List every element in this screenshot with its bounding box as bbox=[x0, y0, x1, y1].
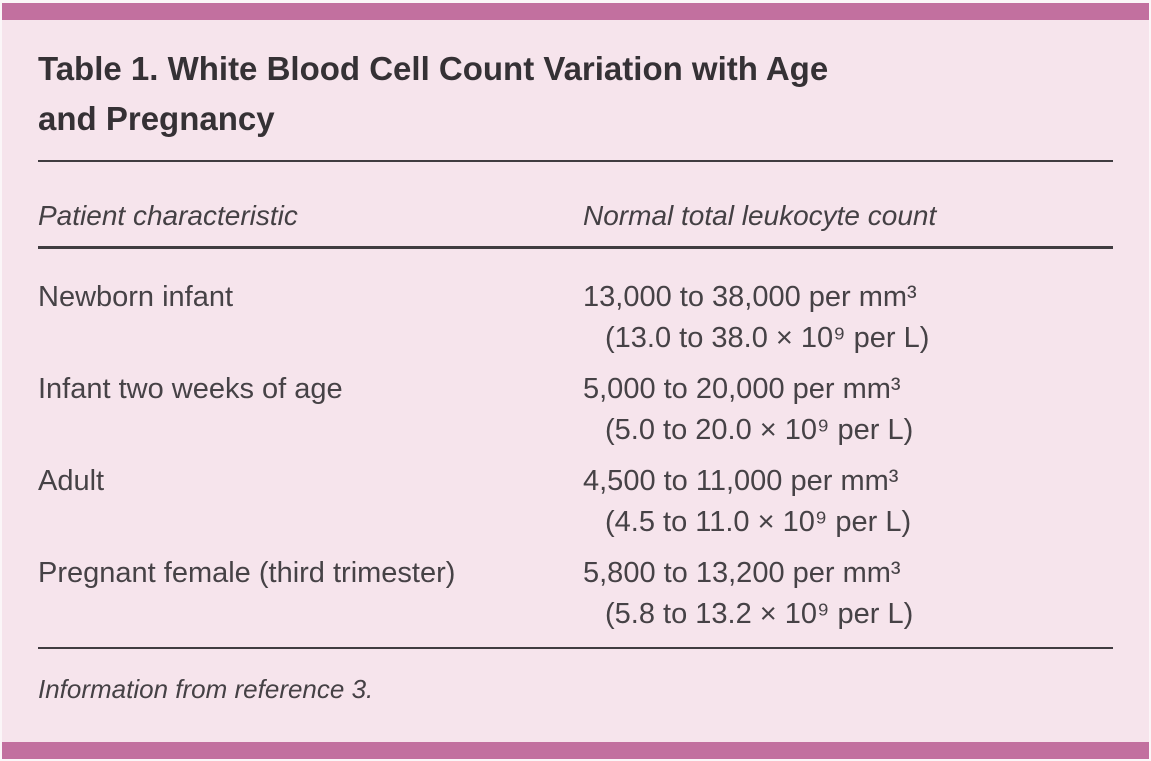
table-title-line1: Table 1. White Blood Cell Count Variatio… bbox=[38, 50, 829, 87]
top-accent-bar bbox=[2, 3, 1149, 20]
table-row-newborn-infant: Newborn infant 13,000 to 38,000 per mm³ … bbox=[38, 277, 1113, 359]
count-conventional: 4,500 to 11,000 per mm³ bbox=[583, 465, 899, 497]
count-conventional: 5,000 to 20,000 per mm³ bbox=[583, 373, 901, 405]
rule-below-title bbox=[38, 160, 1113, 162]
table-figure: Table 1. White Blood Cell Count Variatio… bbox=[38, 0, 1113, 705]
table-footnote: Information from reference 3. bbox=[38, 674, 374, 704]
table-title-line2: and Pregnancy bbox=[38, 100, 275, 137]
count-si: (4.5 to 11.0 × 10⁹ per L) bbox=[605, 506, 912, 538]
table-row-adult: Adult 4,500 to 11,000 per mm³ (4.5 to 11… bbox=[38, 461, 1113, 543]
count-si: (5.8 to 13.2 × 10⁹ per L) bbox=[605, 598, 914, 630]
patient-characteristic-cell: Infant two weeks of age bbox=[38, 373, 343, 405]
leukocyte-count-cell: 4,500 to 11,000 per mm³ (4.5 to 11.0 × 1… bbox=[583, 461, 1113, 543]
column-header-leukocyte-count: Normal total leukocyte count bbox=[583, 200, 937, 231]
leukocyte-count-cell: 5,000 to 20,000 per mm³ (5.0 to 20.0 × 1… bbox=[583, 369, 1113, 451]
count-si: (5.0 to 20.0 × 10⁹ per L) bbox=[605, 414, 914, 446]
table-row-pregnant-female: Pregnant female (third trimester) 5,800 … bbox=[38, 553, 1113, 635]
table-body: Newborn infant 13,000 to 38,000 per mm³ … bbox=[38, 277, 1113, 635]
patient-characteristic-cell: Adult bbox=[38, 465, 105, 497]
count-conventional: 5,800 to 13,200 per mm³ bbox=[583, 557, 901, 589]
leukocyte-count-cell: 13,000 to 38,000 per mm³ (13.0 to 38.0 ×… bbox=[583, 277, 1113, 359]
bottom-accent-bar bbox=[2, 742, 1149, 759]
table-row-infant-two-weeks: Infant two weeks of age 5,000 to 20,000 … bbox=[38, 369, 1113, 451]
table-panel bbox=[2, 3, 1149, 759]
patient-characteristic-cell: Pregnant female (third trimester) bbox=[38, 557, 456, 589]
patient-characteristic-cell: Newborn infant bbox=[38, 281, 234, 313]
rule-below-headers bbox=[38, 246, 1113, 249]
column-header-patient-characteristic: Patient characteristic bbox=[38, 200, 298, 231]
rule-above-footnote bbox=[38, 647, 1113, 649]
column-header-row: Patient characteristic Normal total leuk… bbox=[38, 198, 1113, 234]
table-title: Table 1. White Blood Cell Count Variatio… bbox=[38, 44, 1113, 144]
count-si: (13.0 to 38.0 × 10⁹ per L) bbox=[605, 322, 930, 354]
count-conventional: 13,000 to 38,000 per mm³ bbox=[583, 281, 917, 313]
leukocyte-count-cell: 5,800 to 13,200 per mm³ (5.8 to 13.2 × 1… bbox=[583, 553, 1113, 635]
